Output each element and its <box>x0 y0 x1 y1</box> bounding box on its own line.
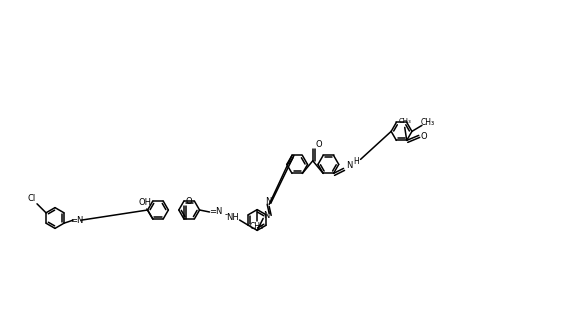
Text: N: N <box>346 161 352 170</box>
Text: H: H <box>354 157 359 166</box>
Text: O: O <box>420 132 427 141</box>
Text: =N: =N <box>70 216 83 225</box>
Text: =N: =N <box>209 207 222 216</box>
Text: Cl: Cl <box>28 194 36 203</box>
Text: N: N <box>263 211 270 220</box>
Text: -: - <box>225 210 228 219</box>
Text: CH₃: CH₃ <box>250 222 265 231</box>
Text: CH₃: CH₃ <box>398 118 411 124</box>
Text: OH: OH <box>138 198 151 207</box>
Text: O: O <box>186 197 192 206</box>
Text: CH₃: CH₃ <box>421 118 435 127</box>
Text: O: O <box>315 140 322 149</box>
Text: N: N <box>265 197 271 206</box>
Text: NH: NH <box>226 214 239 223</box>
